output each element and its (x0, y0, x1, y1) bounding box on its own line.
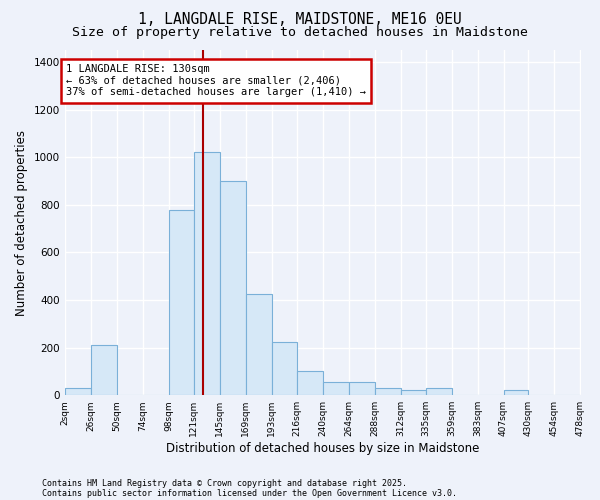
Bar (194, 152, 220, 395)
Bar (323, 382, 349, 395)
Text: 1, LANGDALE RISE, MAIDSTONE, ME16 0EU: 1, LANGDALE RISE, MAIDSTONE, ME16 0EU (138, 12, 462, 28)
Bar (374, 388, 401, 395)
Text: 1 LANGDALE RISE: 130sqm
← 63% of detached houses are smaller (2,406)
37% of semi: 1 LANGDALE RISE: 130sqm ← 63% of detache… (66, 64, 366, 98)
Y-axis label: Number of detached properties: Number of detached properties (15, 130, 28, 316)
Bar (401, 390, 425, 395)
Bar (296, 372, 323, 395)
Text: Size of property relative to detached houses in Maidstone: Size of property relative to detached ho… (72, 26, 528, 39)
Bar (245, 294, 272, 395)
Bar (91, 345, 116, 395)
Bar (169, 210, 194, 395)
Text: Contains HM Land Registry data © Crown copyright and database right 2025.: Contains HM Land Registry data © Crown c… (42, 478, 407, 488)
Bar (220, 181, 245, 395)
Bar (65, 388, 91, 395)
Bar (425, 388, 452, 395)
Bar (349, 382, 374, 395)
X-axis label: Distribution of detached houses by size in Maidstone: Distribution of detached houses by size … (166, 442, 479, 455)
Bar (503, 390, 529, 395)
Text: Contains public sector information licensed under the Open Government Licence v3: Contains public sector information licen… (42, 488, 457, 498)
Bar (272, 342, 296, 395)
